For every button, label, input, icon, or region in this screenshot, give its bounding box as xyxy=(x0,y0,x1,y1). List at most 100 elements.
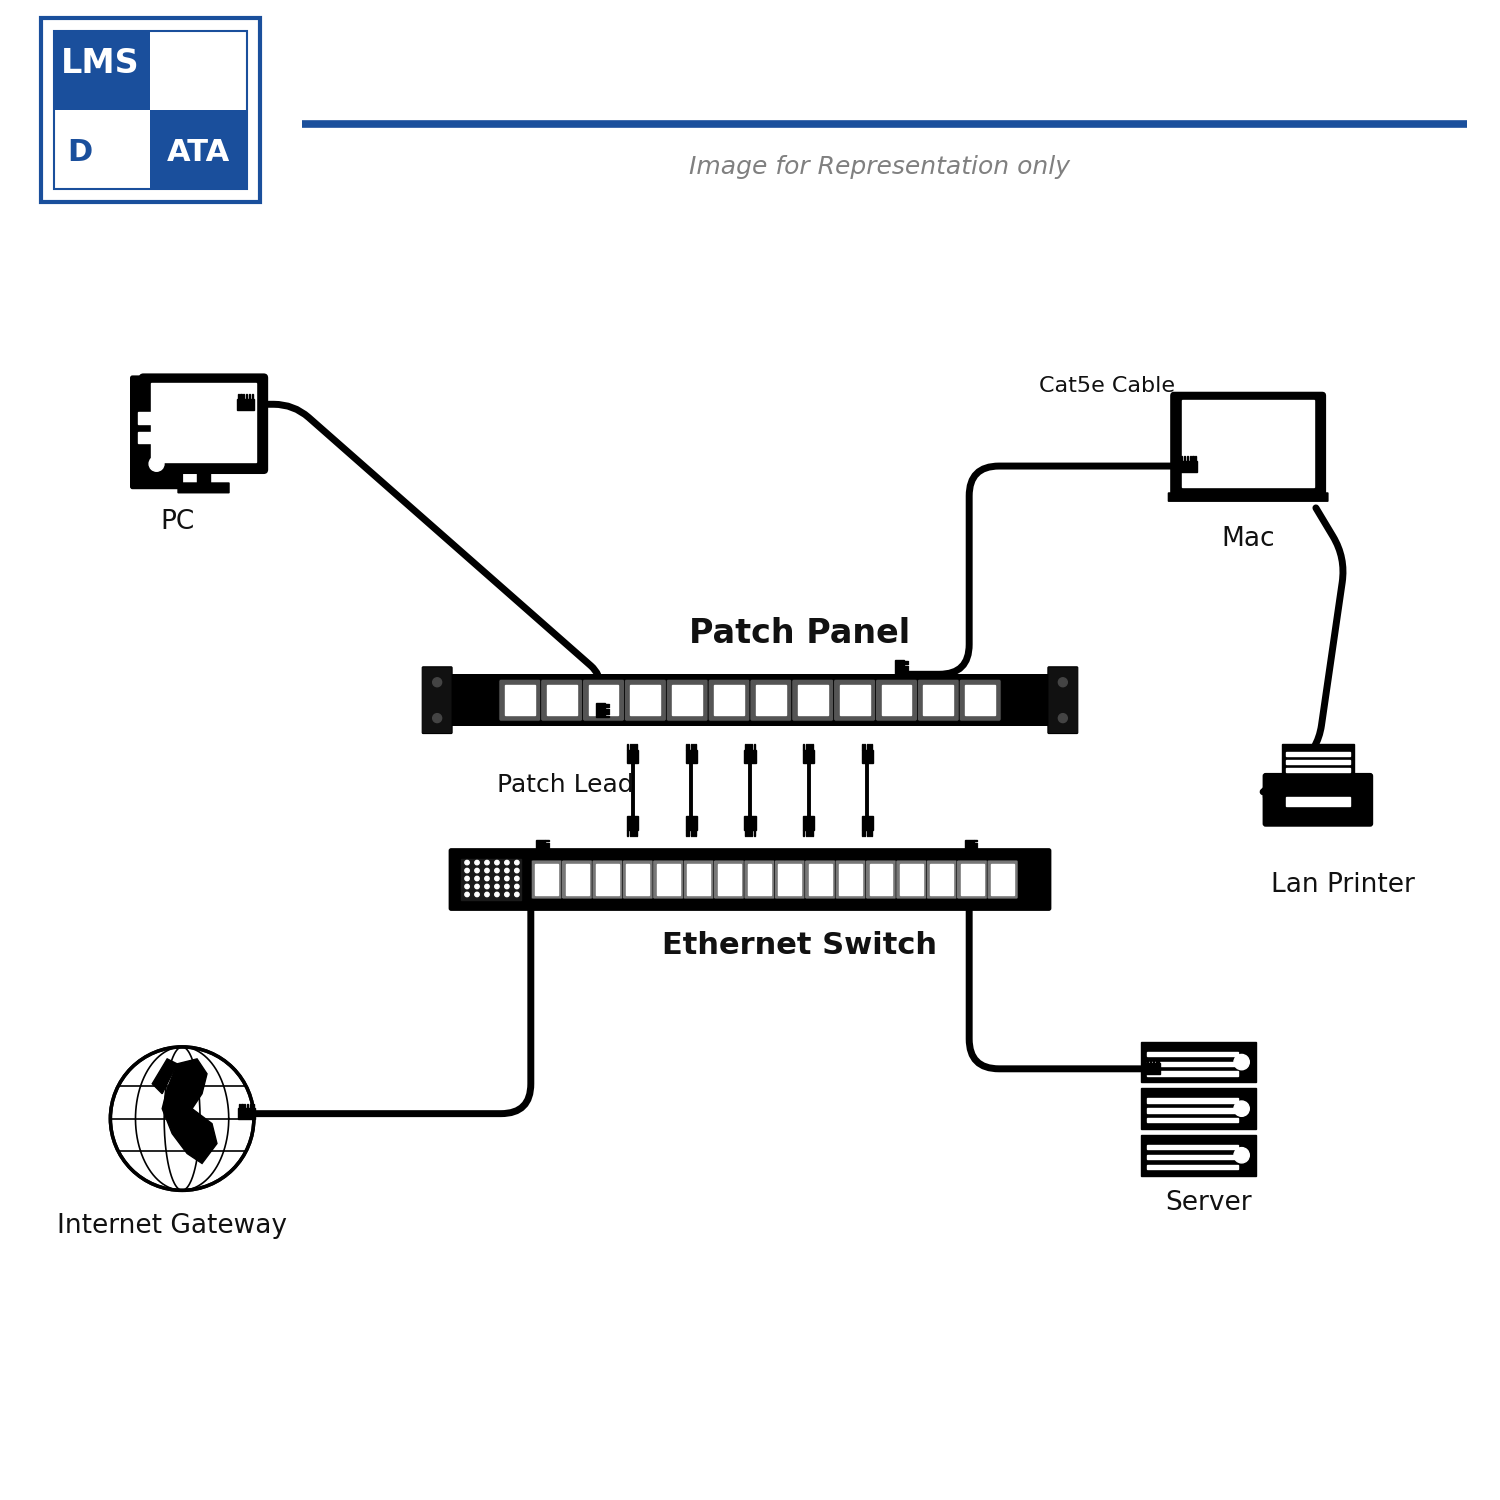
FancyBboxPatch shape xyxy=(865,859,897,898)
Bar xyxy=(1148,1071,1239,1076)
Bar xyxy=(798,686,828,716)
Circle shape xyxy=(495,892,500,897)
FancyBboxPatch shape xyxy=(957,859,987,898)
Bar xyxy=(1148,1144,1239,1149)
Circle shape xyxy=(514,868,519,873)
FancyBboxPatch shape xyxy=(500,680,542,722)
Circle shape xyxy=(514,892,519,897)
Polygon shape xyxy=(152,1059,177,1094)
Circle shape xyxy=(148,456,164,471)
Bar xyxy=(882,686,912,716)
Bar xyxy=(964,840,974,854)
Bar xyxy=(960,864,984,895)
FancyBboxPatch shape xyxy=(927,859,957,898)
Bar xyxy=(1148,1062,1239,1066)
Bar xyxy=(714,686,744,716)
Circle shape xyxy=(484,892,489,897)
FancyBboxPatch shape xyxy=(708,680,750,722)
Bar xyxy=(687,864,709,895)
Circle shape xyxy=(495,868,500,873)
Text: Lan Printer: Lan Printer xyxy=(1270,871,1414,897)
Bar xyxy=(1142,1042,1256,1083)
Bar xyxy=(627,864,650,895)
FancyBboxPatch shape xyxy=(542,680,582,722)
Bar xyxy=(536,840,546,854)
Circle shape xyxy=(504,868,509,873)
FancyBboxPatch shape xyxy=(531,859,562,898)
FancyBboxPatch shape xyxy=(1170,392,1326,498)
Circle shape xyxy=(476,892,478,897)
Circle shape xyxy=(432,714,441,723)
Circle shape xyxy=(432,678,441,687)
Bar xyxy=(596,704,604,717)
Circle shape xyxy=(465,885,470,888)
Bar xyxy=(238,1108,255,1119)
Bar xyxy=(627,816,639,830)
Text: ATA: ATA xyxy=(166,138,230,166)
Bar xyxy=(1142,1136,1256,1176)
Circle shape xyxy=(1234,1101,1250,1116)
Text: Internet Gateway: Internet Gateway xyxy=(57,1214,286,1239)
Text: LMS: LMS xyxy=(60,48,140,81)
Bar xyxy=(627,750,639,764)
Circle shape xyxy=(476,885,478,888)
Bar xyxy=(1286,753,1350,756)
Bar xyxy=(861,816,873,830)
FancyBboxPatch shape xyxy=(682,859,714,898)
Text: PC: PC xyxy=(160,509,195,536)
Text: Cat5e Cable: Cat5e Cable xyxy=(1040,376,1174,396)
Circle shape xyxy=(1059,678,1068,687)
FancyBboxPatch shape xyxy=(896,859,927,898)
FancyBboxPatch shape xyxy=(1263,772,1372,826)
Bar xyxy=(630,686,660,716)
Bar xyxy=(840,686,870,716)
Bar xyxy=(1182,399,1314,486)
Polygon shape xyxy=(162,1059,218,1164)
Bar xyxy=(964,686,994,716)
Bar xyxy=(548,686,576,716)
FancyBboxPatch shape xyxy=(987,859,1018,898)
Bar xyxy=(40,18,260,203)
Bar xyxy=(588,686,618,716)
Circle shape xyxy=(495,876,500,880)
FancyBboxPatch shape xyxy=(744,859,776,898)
Circle shape xyxy=(465,876,470,880)
Bar xyxy=(1148,1164,1239,1168)
Circle shape xyxy=(495,885,500,888)
Bar xyxy=(744,816,756,830)
Text: Patch Lead: Patch Lead xyxy=(498,772,634,796)
Bar xyxy=(1282,744,1354,776)
FancyBboxPatch shape xyxy=(624,680,666,722)
FancyBboxPatch shape xyxy=(918,680,958,722)
FancyBboxPatch shape xyxy=(652,859,684,898)
FancyBboxPatch shape xyxy=(582,680,624,722)
Circle shape xyxy=(504,892,509,897)
Bar xyxy=(54,30,248,189)
Circle shape xyxy=(514,876,519,880)
Bar xyxy=(744,750,756,764)
Circle shape xyxy=(495,861,500,865)
Bar xyxy=(870,864,892,895)
FancyBboxPatch shape xyxy=(958,680,1000,722)
FancyBboxPatch shape xyxy=(140,374,268,474)
FancyBboxPatch shape xyxy=(592,859,622,898)
Bar xyxy=(924,686,952,716)
Bar xyxy=(808,864,831,895)
Bar xyxy=(930,864,952,895)
Circle shape xyxy=(514,885,519,888)
Bar xyxy=(138,432,176,442)
FancyBboxPatch shape xyxy=(774,859,806,898)
FancyBboxPatch shape xyxy=(561,859,592,898)
Bar xyxy=(1148,1118,1239,1122)
Bar xyxy=(1142,1089,1256,1130)
Text: Server: Server xyxy=(1166,1191,1251,1216)
Circle shape xyxy=(1059,714,1068,723)
Circle shape xyxy=(484,868,489,873)
Bar xyxy=(196,468,210,486)
Bar xyxy=(1286,768,1350,772)
Circle shape xyxy=(484,861,489,865)
Circle shape xyxy=(465,861,470,865)
FancyBboxPatch shape xyxy=(836,859,866,898)
Bar xyxy=(686,816,698,830)
Bar xyxy=(756,686,786,716)
